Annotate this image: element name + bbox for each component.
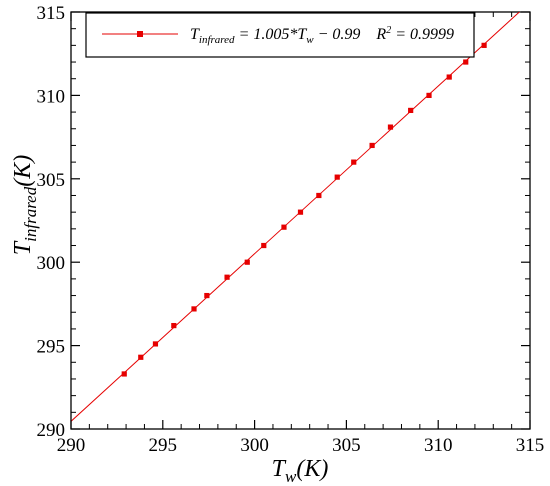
data-point: [369, 142, 375, 149]
data-point: [387, 124, 394, 130]
data-point: [244, 259, 250, 265]
x-tick-label: 305: [332, 435, 361, 456]
y-axis-title: Tinfrared(K): [10, 155, 40, 255]
data-point: [334, 174, 340, 180]
legend: Tinfrared = 1.005*Tw − 0.99 R2 = 0.9999: [85, 12, 475, 58]
data-point: [261, 242, 267, 249]
data-point: [281, 224, 287, 230]
data-point: [224, 274, 230, 280]
data-point: [152, 341, 159, 347]
ticks: 290 295 300 305 310 315 290 295 300 305 310 315: [37, 3, 545, 456]
y-tick-label: 305: [37, 170, 66, 191]
data-point: [481, 42, 487, 48]
legend-box: [85, 12, 475, 58]
data-point: [408, 107, 414, 114]
data-point: [463, 59, 469, 65]
data-point: [191, 306, 197, 312]
y-tick-label: 310: [37, 86, 66, 107]
data-point: [446, 74, 452, 80]
data-point: [316, 192, 322, 199]
x-tick-label: 295: [149, 435, 178, 456]
data-point: [297, 209, 304, 215]
data-point: [171, 322, 177, 329]
x-tick-label: 310: [424, 435, 453, 456]
data-point: [204, 292, 210, 299]
legend-label: Tinfrared = 1.005*Tw − 0.99 R2 = 0.9999: [190, 25, 454, 46]
legend-marker-sample: [137, 31, 143, 37]
x-axis-title: Tw(K): [272, 456, 329, 486]
plot-frame: [70, 11, 531, 430]
data-point: [351, 159, 357, 165]
data-point: [138, 354, 144, 360]
x-tick-label: 315: [516, 435, 545, 456]
y-tick-label: 295: [37, 337, 66, 358]
y-tick-label: 300: [37, 253, 66, 274]
data-point: [426, 92, 432, 98]
data-points: [121, 42, 487, 377]
axes: [70, 11, 531, 430]
y-tick-label: 290: [37, 420, 66, 441]
x-tick-label: 290: [57, 435, 86, 456]
x-tick-label: 300: [240, 435, 269, 456]
y-tick-label: 315: [37, 3, 66, 24]
data-point: [121, 371, 127, 377]
